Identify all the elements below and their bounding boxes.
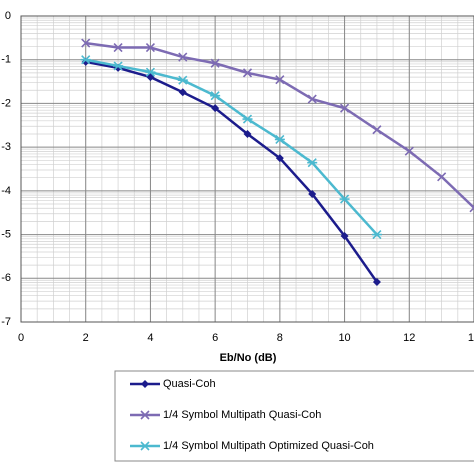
legend xyxy=(114,370,474,462)
y-tick-label: -6 xyxy=(1,272,11,284)
legend-label: 1/4 Symbol Multipath Optimized Quasi-Coh xyxy=(163,440,374,452)
marker xyxy=(243,129,252,138)
marker-shape xyxy=(469,203,474,213)
marker xyxy=(145,67,156,77)
marker xyxy=(275,75,285,85)
marker-shape xyxy=(178,52,188,62)
marker xyxy=(242,68,253,78)
marker-shape xyxy=(242,68,253,78)
marker xyxy=(177,75,188,85)
marker-shape xyxy=(307,158,318,168)
marker xyxy=(80,55,91,65)
marker-shape xyxy=(340,103,350,113)
marker xyxy=(307,158,318,168)
y-tick-label: -7 xyxy=(1,316,11,328)
y-tick-label: -5 xyxy=(1,228,11,240)
legend-label: 1/4 Symbol Multipath Quasi-Coh xyxy=(163,409,321,421)
marker-shape xyxy=(211,104,220,113)
marker xyxy=(340,231,349,240)
marker-shape xyxy=(275,75,285,85)
x-axis-label: Eb/No (dB) xyxy=(220,352,277,364)
marker xyxy=(141,380,149,388)
series-line xyxy=(85,60,378,283)
marker-shape xyxy=(404,146,414,156)
marker xyxy=(211,104,220,113)
x-tick-label: 0 xyxy=(18,332,24,344)
marker xyxy=(210,58,220,68)
marker-shape xyxy=(372,125,382,135)
marker-shape xyxy=(210,91,221,101)
y-tick-label: -1 xyxy=(1,54,11,66)
marker-shape xyxy=(274,134,285,145)
x-tick-label: 8 xyxy=(277,332,283,344)
marker xyxy=(145,42,155,53)
marker-shape xyxy=(145,67,156,77)
marker-shape xyxy=(242,114,253,124)
marker-shape xyxy=(371,230,382,240)
marker xyxy=(242,114,253,124)
x-tick-label: 12 xyxy=(403,332,415,344)
marker-shape xyxy=(113,42,123,53)
marker-shape xyxy=(177,75,188,85)
marker xyxy=(275,154,284,163)
marker-shape xyxy=(140,410,150,420)
series-line xyxy=(85,58,378,236)
marker xyxy=(113,42,123,53)
y-tick-label: -4 xyxy=(1,185,11,197)
marker xyxy=(178,52,188,62)
marker xyxy=(81,38,91,48)
marker-shape xyxy=(339,194,350,204)
y-tick-label: 0 xyxy=(5,10,11,22)
marker xyxy=(372,125,382,135)
marker xyxy=(340,103,350,113)
x-tick-label: 14 xyxy=(468,332,474,344)
marker xyxy=(274,134,285,145)
marker-shape xyxy=(372,278,381,287)
marker-shape xyxy=(437,172,447,182)
marker-shape xyxy=(145,42,155,53)
marker xyxy=(307,94,317,104)
marker xyxy=(140,410,150,420)
marker xyxy=(210,91,221,101)
marker xyxy=(437,172,447,182)
marker-shape xyxy=(178,88,187,97)
marker-shape xyxy=(141,380,149,388)
marker-shape xyxy=(113,61,124,71)
marker xyxy=(308,189,317,198)
marker xyxy=(339,194,350,204)
marker-shape xyxy=(81,38,91,48)
x-tick-label: 4 xyxy=(147,332,153,344)
marker-shape xyxy=(308,189,317,198)
x-tick-label: 10 xyxy=(338,332,350,344)
marker-shape xyxy=(80,55,91,65)
marker-shape xyxy=(243,129,252,138)
marker xyxy=(178,88,187,97)
marker xyxy=(404,146,414,156)
x-tick-label: 2 xyxy=(83,332,89,344)
marker-shape xyxy=(140,441,150,451)
marker xyxy=(371,230,382,240)
plot-border xyxy=(20,15,474,323)
y-tick-label: -2 xyxy=(1,97,11,109)
marker-shape xyxy=(275,154,284,163)
legend-label: Quasi-Coh xyxy=(163,378,216,390)
marker xyxy=(113,61,124,71)
x-tick-label: 6 xyxy=(212,332,218,344)
marker xyxy=(469,203,474,213)
marker-shape xyxy=(340,231,349,240)
grid xyxy=(20,15,474,323)
plot xyxy=(80,38,474,287)
marker xyxy=(372,278,381,287)
y-tick-label: -3 xyxy=(1,141,11,153)
marker xyxy=(140,441,150,451)
marker-shape xyxy=(307,94,317,104)
marker-shape xyxy=(210,58,220,68)
